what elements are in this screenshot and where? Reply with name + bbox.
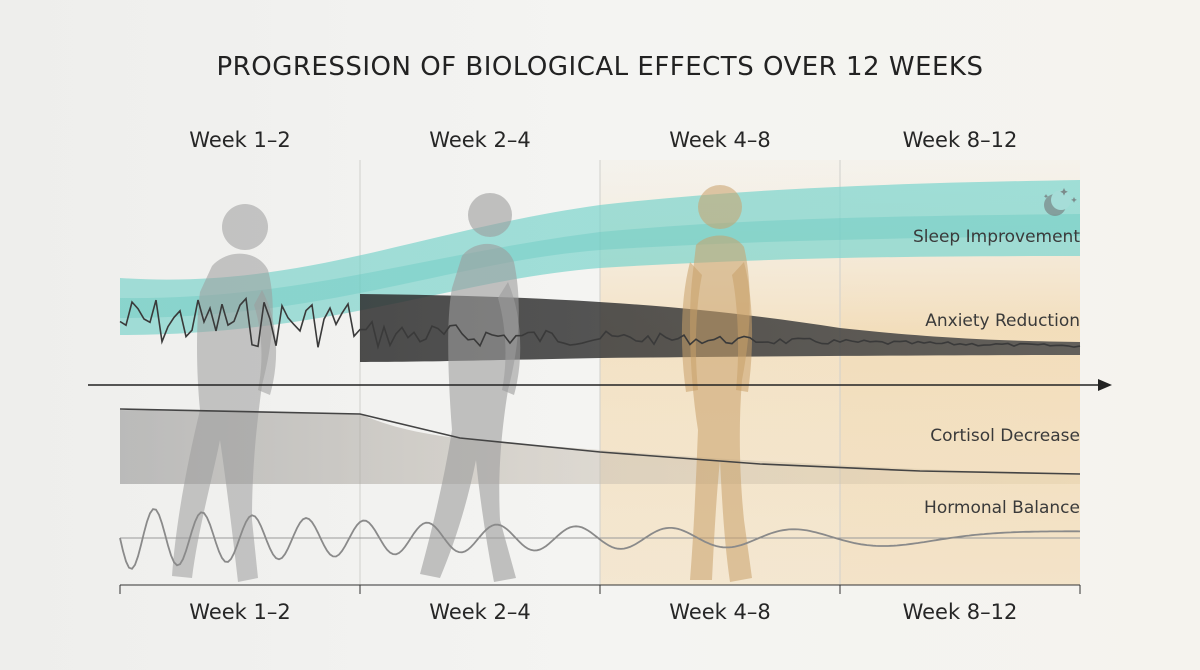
anxiety-signal-line xyxy=(119,296,1081,350)
cortisol-decrease-label: Cortisol Decrease xyxy=(930,426,1080,446)
period-label-bottom-3: Week 4–8 xyxy=(669,600,771,624)
cortisol-decrease-band xyxy=(120,410,1080,484)
time-axis-arrowhead xyxy=(1098,379,1112,391)
sleep-improvement-band-inner xyxy=(120,214,1080,318)
period-label-top-4: Week 8–12 xyxy=(902,128,1018,152)
period-label-bottom-2: Week 2–4 xyxy=(429,600,531,624)
period-label-bottom-1: Week 1–2 xyxy=(189,600,291,624)
anxiety-reduction-label: Anxiety Reduction xyxy=(925,311,1080,331)
page-title: PROGRESSION OF BIOLOGICAL EFFECTS OVER 1… xyxy=(216,52,984,82)
hormonal-wave-line xyxy=(119,508,1081,570)
hormonal-balance-label: Hormonal Balance xyxy=(924,498,1080,518)
figure-week-1-2 xyxy=(172,204,277,582)
period-label-top-2: Week 2–4 xyxy=(429,128,531,152)
moon-stars-icon xyxy=(1043,188,1077,216)
period-label-top-1: Week 1–2 xyxy=(189,128,291,152)
figure-week-2-4 xyxy=(420,193,521,582)
figure-week-4-8 xyxy=(681,185,753,582)
sleep-improvement-label: Sleep Improvement xyxy=(913,227,1080,247)
period-label-bottom-4: Week 8–12 xyxy=(902,600,1018,624)
period-label-top-3: Week 4–8 xyxy=(669,128,771,152)
cortisol-trend-line xyxy=(119,408,1081,475)
bottom-period-scale xyxy=(119,584,1081,594)
